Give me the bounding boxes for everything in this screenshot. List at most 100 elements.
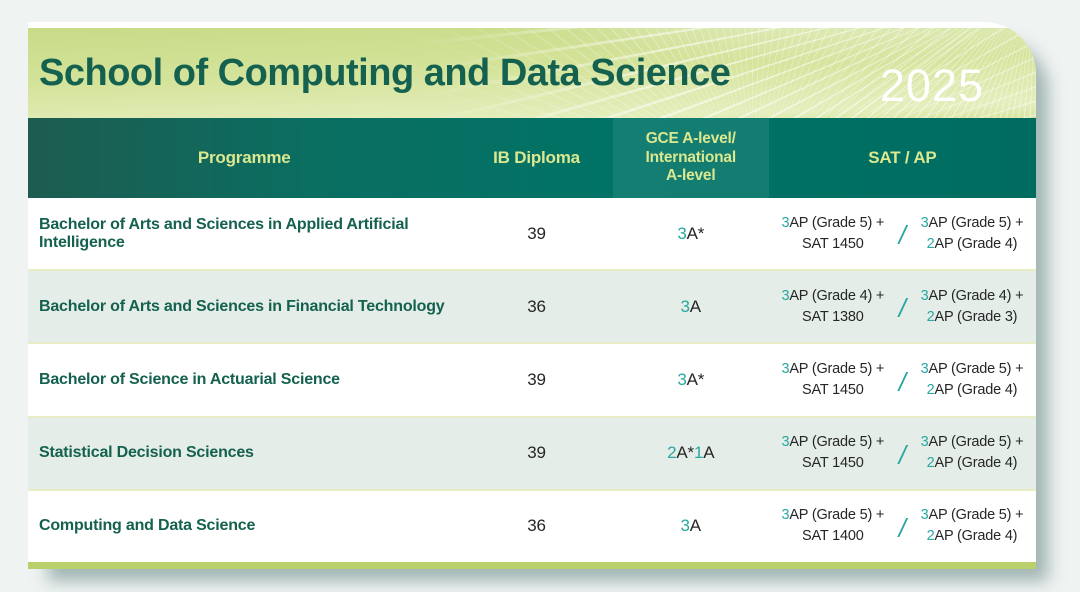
sat-option-left: 3AP (Grade 5) + SAT 1400 — [769, 505, 897, 547]
text-segment: AP (Grade 5) + — [928, 214, 1024, 231]
sat-option-right: 3AP (Grade 5) + 2AP (Grade 4) — [908, 213, 1036, 255]
slash-separator-icon: / — [898, 220, 907, 251]
programme-name: Bachelor of Arts and Sciences in Applied… — [39, 215, 409, 251]
sat-ap-cell: 3AP (Grade 5) + SAT 1450 / 3AP (Grade 5) … — [769, 359, 1036, 401]
gce-a-level-cell: 3 A* — [613, 370, 769, 390]
accent-number: 2 — [926, 382, 935, 398]
ib-diploma-cell: 36 — [527, 296, 546, 316]
sat-ap-cell: 3AP (Grade 5) + SAT 1400 / 3AP (Grade 5) … — [769, 505, 1036, 547]
sat-option-right: 3AP (Grade 5) + 2AP (Grade 4) — [908, 432, 1036, 474]
accent-number: 3 — [781, 434, 790, 451]
slash-separator-icon: / — [898, 439, 907, 470]
accent-number: 3 — [677, 223, 687, 243]
text-segment: AP (Grade 5) + — [789, 434, 885, 451]
sat-option-left: 3AP (Grade 5) + SAT 1450 — [769, 213, 897, 255]
accent-number: 3 — [920, 507, 929, 524]
text-segment: AP (Grade 5) + — [789, 360, 885, 377]
text-segment: AP (Grade 4) — [934, 528, 1018, 545]
text-segment: SAT 1380 — [802, 308, 864, 325]
text-segment: A* — [676, 443, 694, 463]
programme-name: Bachelor of Science in Actuarial Science — [39, 371, 340, 388]
sat-option-right: 3AP (Grade 4) + 2AP (Grade 3) — [908, 286, 1036, 328]
header-sat-ap: SAT / AP — [868, 148, 937, 167]
sat-ap-cell: 3AP (Grade 5) + SAT 1450 / 3AP (Grade 5) … — [769, 432, 1036, 474]
gce-a-level-cell: 3 A* — [613, 224, 769, 244]
table-row: Bachelor of Arts and Sciences in Financi… — [28, 269, 1036, 343]
slash-separator-icon: / — [898, 366, 907, 397]
text-segment: AP (Grade 4) + — [928, 287, 1024, 304]
bottom-accent-bar — [28, 562, 1036, 569]
slash-separator-icon: / — [898, 512, 907, 543]
text-segment: A — [689, 296, 701, 316]
text-segment: A* — [686, 370, 705, 389]
accent-number: 3 — [781, 287, 790, 304]
table-row: Bachelor of Arts and Sciences in Applied… — [28, 198, 1036, 270]
accent-number: 3 — [920, 360, 929, 377]
text-segment: AP (Grade 5) + — [789, 214, 885, 231]
header-ib-diploma: IB Diploma — [493, 148, 580, 167]
accent-number: 3 — [920, 214, 929, 231]
text-segment: AP (Grade 5) + — [928, 434, 1024, 451]
accent-number: 3 — [680, 296, 690, 316]
brochure-card: School of Computing and Data Science 202… — [28, 22, 1036, 569]
text-segment: AP (Grade 4) — [934, 235, 1018, 252]
text-segment: AP (Grade 3) — [934, 308, 1018, 325]
table-row: Bachelor of Science in Actuarial Science… — [28, 342, 1036, 416]
sat-option-left: 3AP (Grade 5) + SAT 1450 — [769, 432, 897, 474]
table-header-row: Programme IB Diploma GCE A-level/ Intern… — [28, 118, 1036, 198]
text-segment: AP (Grade 4) + — [789, 287, 885, 304]
text-segment: SAT 1450 — [802, 455, 864, 472]
title-band: School of Computing and Data Science 202… — [28, 28, 1036, 118]
accent-number: 3 — [920, 287, 929, 304]
programme-cell: Computing and Data Science — [28, 517, 460, 535]
ib-diploma-cell: 39 — [527, 443, 546, 463]
text-segment: SAT 1450 — [802, 382, 864, 398]
accent-number: 3 — [920, 434, 929, 451]
sat-option-right: 3AP (Grade 5) + 2AP (Grade 4) — [908, 505, 1036, 547]
text-segment: AP (Grade 4) — [934, 382, 1018, 398]
table-body: Bachelor of Arts and Sciences in Applied… — [28, 198, 1036, 563]
accent-number: 2 — [926, 528, 935, 545]
sat-option-left: 3AP (Grade 4) + SAT 1380 — [769, 286, 897, 328]
ib-diploma-cell: 39 — [527, 223, 546, 243]
accent-number: 3 — [680, 516, 690, 536]
page-title: School of Computing and Data Science — [39, 51, 731, 94]
accent-number: 1 — [693, 443, 704, 463]
programme-cell: Bachelor of Arts and Sciences in Financi… — [28, 298, 460, 316]
text-segment: AP (Grade 5) + — [789, 507, 885, 524]
sat-option-right: 3AP (Grade 5) + 2AP (Grade 4) — [908, 359, 1036, 401]
year-badge: 2025 — [879, 60, 984, 111]
programme-name: Computing and Data Science — [39, 517, 256, 535]
accent-number: 3 — [781, 214, 790, 231]
text-segment: AP (Grade 5) + — [928, 360, 1024, 377]
text-segment: SAT 1450 — [802, 235, 864, 252]
text-segment: AP (Grade 4) — [934, 455, 1018, 472]
accent-number: 2 — [667, 443, 677, 463]
ib-diploma-cell: 39 — [527, 370, 546, 389]
sat-ap-cell: 3AP (Grade 4) + SAT 1380 / 3AP (Grade 4) … — [769, 286, 1036, 328]
accent-number: 3 — [781, 360, 790, 377]
accent-number: 2 — [926, 235, 935, 252]
accent-number: 3 — [677, 370, 687, 389]
gce-a-level-cell: 2 A* 1 A — [613, 443, 769, 463]
sat-ap-cell: 3AP (Grade 5) + SAT 1450 / 3AP (Grade 5) … — [769, 213, 1036, 255]
table-row: Statistical Decision Sciences 39 2 A* 1 A 3… — [28, 415, 1036, 489]
text-segment: A — [689, 516, 701, 536]
text-segment: A — [703, 443, 715, 463]
accent-number: 2 — [926, 455, 935, 472]
header-gce-a-level: GCE A-level/ International A-level — [612, 118, 769, 198]
programme-cell: Bachelor of Science in Actuarial Science — [28, 371, 460, 389]
sat-option-left: 3AP (Grade 5) + SAT 1450 — [769, 359, 897, 401]
programme-name: Bachelor of Arts and Sciences in Financi… — [39, 297, 445, 315]
programme-cell: Statistical Decision Sciences — [28, 444, 460, 462]
accent-number: 3 — [781, 507, 790, 524]
header-programme: Programme — [197, 148, 291, 167]
programme-name: Statistical Decision Sciences — [39, 444, 254, 462]
text-segment: A* — [686, 223, 705, 243]
text-segment: SAT 1400 — [802, 528, 864, 545]
ib-diploma-cell: 36 — [527, 516, 546, 536]
accent-number: 2 — [926, 308, 935, 325]
slash-separator-icon: / — [898, 293, 907, 324]
